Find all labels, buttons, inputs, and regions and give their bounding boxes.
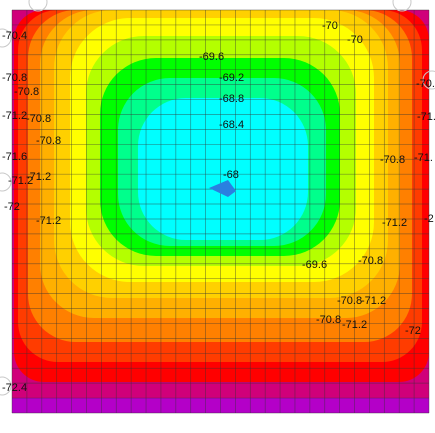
contour-label: -2 bbox=[424, 213, 434, 225]
contour-label: -70. bbox=[416, 78, 435, 90]
corner-node-top-left bbox=[28, 0, 48, 12]
edge-node-left-bottom bbox=[0, 376, 12, 396]
contour-label: -71.2 bbox=[342, 319, 367, 331]
contour-label: -70.8 bbox=[36, 135, 61, 147]
contour-labels: -70.4 -70 -70 -69.6 -69.2 -68.8 -68.4 -6… bbox=[2, 20, 435, 394]
contour-label: -71.2 bbox=[26, 171, 51, 183]
center-marker bbox=[209, 180, 236, 197]
contour-label: -70.8 bbox=[316, 314, 341, 326]
edge-node-right-top bbox=[422, 70, 435, 90]
contour-label: -71. bbox=[414, 152, 433, 164]
contour-label: -71.2 bbox=[2, 110, 27, 122]
contour-label: -70.8 bbox=[337, 295, 362, 307]
contour-label: -70.8 bbox=[2, 72, 27, 84]
mesh-grid bbox=[11, 9, 430, 414]
contour-label: -71.2 bbox=[382, 217, 407, 229]
contour-label: -68.4 bbox=[219, 119, 244, 131]
contour-label: -70.4 bbox=[2, 30, 27, 42]
contour-label: -70.8 bbox=[358, 255, 383, 267]
contour-label: -70.8 bbox=[14, 86, 39, 98]
contour-label: -70 bbox=[347, 34, 363, 46]
contour-label: -69.2 bbox=[219, 72, 244, 84]
contour-label: -69.6 bbox=[302, 259, 327, 271]
contour-label: -72.4 bbox=[2, 382, 27, 394]
contour-label: -72 bbox=[405, 325, 421, 337]
contour-label: -71. bbox=[417, 111, 435, 123]
contour-label: -68.8 bbox=[219, 93, 244, 105]
edge-node-left-top bbox=[0, 28, 12, 48]
contour-label: -72 bbox=[4, 201, 20, 213]
contour-label: -71.2 bbox=[8, 175, 33, 187]
contour-label: -70.8 bbox=[26, 113, 51, 125]
contour-label: -71.6 bbox=[2, 151, 27, 163]
corner-node-top-right bbox=[392, 0, 412, 12]
contour-label: -70.8 bbox=[380, 154, 405, 166]
contour-label: -69.6 bbox=[199, 51, 224, 63]
contour-label: -71.2 bbox=[36, 215, 61, 227]
edge-node-left-mid bbox=[0, 172, 12, 192]
contour-label: -71.2 bbox=[361, 295, 386, 307]
contour-label: -68 bbox=[223, 169, 239, 181]
contour-label: -70 bbox=[322, 20, 338, 32]
